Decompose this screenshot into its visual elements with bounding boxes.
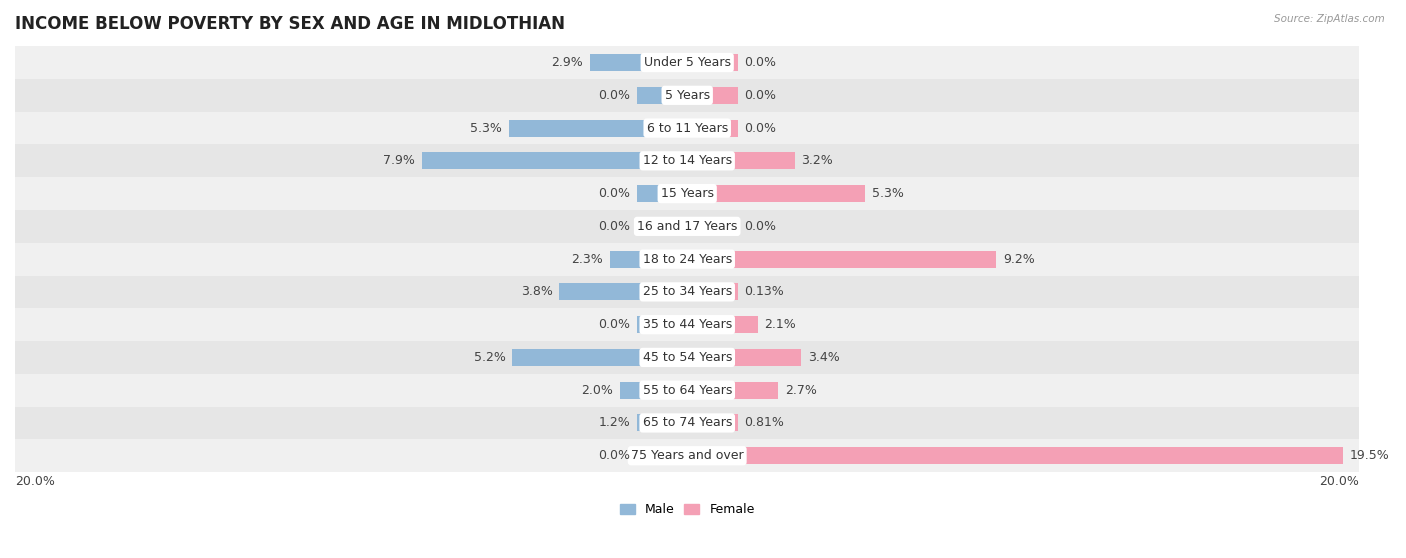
Text: 55 to 64 Years: 55 to 64 Years [643, 384, 733, 397]
Bar [637, 447, 688, 464]
Bar [15, 243, 1360, 276]
Bar [512, 349, 688, 366]
Text: 9.2%: 9.2% [1002, 253, 1035, 266]
Bar [688, 415, 738, 431]
Text: 2.9%: 2.9% [551, 56, 583, 69]
Text: 19.5%: 19.5% [1350, 449, 1389, 462]
Bar [688, 54, 738, 71]
Bar [15, 210, 1360, 243]
Text: 6 to 11 Years: 6 to 11 Years [647, 122, 728, 134]
Bar [688, 218, 738, 235]
Legend: Male, Female: Male, Female [614, 498, 759, 521]
Text: 20.0%: 20.0% [15, 475, 55, 488]
Text: 5.3%: 5.3% [471, 122, 502, 134]
Text: 16 and 17 Years: 16 and 17 Years [637, 220, 737, 233]
Text: 0.81%: 0.81% [744, 416, 785, 430]
Text: 2.0%: 2.0% [582, 384, 613, 397]
Bar [688, 152, 794, 170]
Text: 0.0%: 0.0% [598, 89, 630, 102]
Bar [15, 374, 1360, 407]
Bar [15, 341, 1360, 374]
Bar [15, 177, 1360, 210]
Bar [610, 251, 688, 268]
Bar [509, 119, 688, 137]
Bar [15, 276, 1360, 308]
Bar [637, 185, 688, 202]
Bar [560, 283, 688, 300]
Text: 3.4%: 3.4% [808, 351, 839, 364]
Text: 5.3%: 5.3% [872, 187, 904, 200]
Text: 7.9%: 7.9% [382, 155, 415, 167]
Bar [637, 218, 688, 235]
Text: 0.0%: 0.0% [744, 89, 776, 102]
Bar [15, 112, 1360, 145]
Text: 18 to 24 Years: 18 to 24 Years [643, 253, 733, 266]
Bar [688, 447, 1343, 464]
Bar [589, 54, 688, 71]
Bar [15, 46, 1360, 79]
Text: 65 to 74 Years: 65 to 74 Years [643, 416, 733, 430]
Text: 45 to 54 Years: 45 to 54 Years [643, 351, 733, 364]
Bar [688, 349, 801, 366]
Text: Source: ZipAtlas.com: Source: ZipAtlas.com [1274, 14, 1385, 24]
Text: 2.1%: 2.1% [765, 318, 796, 331]
Bar [15, 79, 1360, 112]
Bar [620, 382, 688, 399]
Text: 5 Years: 5 Years [665, 89, 710, 102]
Text: 0.0%: 0.0% [744, 122, 776, 134]
Bar [422, 152, 688, 170]
Bar [15, 439, 1360, 472]
Bar [688, 87, 738, 104]
Text: Under 5 Years: Under 5 Years [644, 56, 731, 69]
Bar [15, 407, 1360, 439]
Bar [637, 316, 688, 333]
Bar [637, 87, 688, 104]
Text: 20.0%: 20.0% [1320, 475, 1360, 488]
Bar [688, 316, 758, 333]
Text: 12 to 14 Years: 12 to 14 Years [643, 155, 731, 167]
Bar [15, 145, 1360, 177]
Text: 0.0%: 0.0% [598, 318, 630, 331]
Text: 15 Years: 15 Years [661, 187, 714, 200]
Text: 2.3%: 2.3% [571, 253, 603, 266]
Text: 3.8%: 3.8% [520, 285, 553, 299]
Text: 0.0%: 0.0% [598, 449, 630, 462]
Bar [688, 119, 738, 137]
Text: 25 to 34 Years: 25 to 34 Years [643, 285, 733, 299]
Bar [688, 185, 865, 202]
Bar [688, 382, 778, 399]
Text: 0.0%: 0.0% [598, 187, 630, 200]
Text: 0.0%: 0.0% [744, 56, 776, 69]
Text: 75 Years and over: 75 Years and over [631, 449, 744, 462]
Bar [637, 415, 688, 431]
Text: 3.2%: 3.2% [801, 155, 834, 167]
Bar [688, 251, 997, 268]
Bar [688, 283, 738, 300]
Bar [15, 308, 1360, 341]
Text: 2.7%: 2.7% [785, 384, 817, 397]
Text: 0.13%: 0.13% [744, 285, 785, 299]
Text: 5.2%: 5.2% [474, 351, 506, 364]
Text: INCOME BELOW POVERTY BY SEX AND AGE IN MIDLOTHIAN: INCOME BELOW POVERTY BY SEX AND AGE IN M… [15, 15, 565, 33]
Text: 1.2%: 1.2% [599, 416, 630, 430]
Text: 35 to 44 Years: 35 to 44 Years [643, 318, 733, 331]
Text: 0.0%: 0.0% [598, 220, 630, 233]
Text: 0.0%: 0.0% [744, 220, 776, 233]
